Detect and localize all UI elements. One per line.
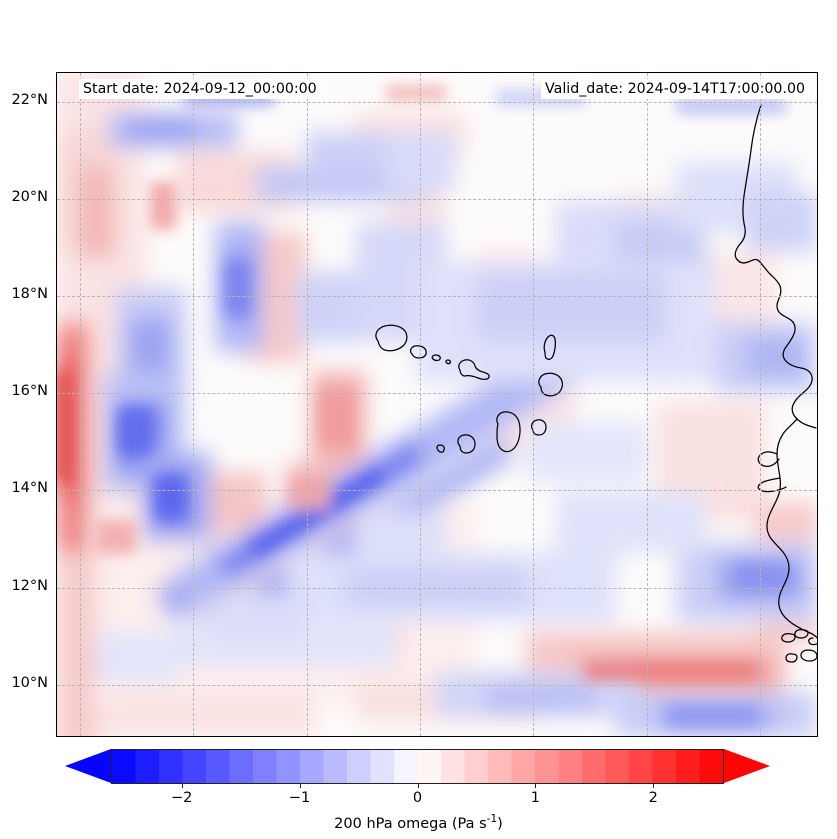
colorbar-tick-label-3: 1 [530,790,540,806]
colorbar-extend-max-arrow [724,749,770,783]
y-tick-label-1: 20°N [11,189,48,206]
omega-contourf [57,73,817,736]
colorbar-tick-label-0: −2 [171,790,193,806]
valid-date-annotation: Valid_date: 2024-09-14T17:00:00.00 [541,79,809,99]
map-axes[interactable]: Start date: 2024-09-12_00:00:00 Valid_da… [56,72,818,737]
y-tick-label-4: 14°N [11,480,48,497]
start-date-annotation: Start date: 2024-09-12_00:00:00 [79,79,321,99]
colorbar-tick-label-2: 0 [412,790,423,806]
y-tick-label-5: 12°N [11,577,48,594]
colorbar-tick-1 [299,784,301,788]
colorbar-tick-label-4: 2 [648,790,658,806]
colorbar-tick-2 [417,784,419,788]
y-tick-label-6: 10°N [11,674,48,691]
y-tick-label-0: 22°N [11,92,48,109]
colorbar-label: 200 hPa omega (Pa s-1) [334,813,503,832]
colorbar-tick-label-1: −1 [288,790,311,806]
colorbar-area: −2 −1 0 1 2 200 hPa omega (Pa s-1) [0,745,837,839]
colorbar-tick-3 [535,784,537,788]
colorbar-gradient [112,750,723,783]
y-tick-label-2: 18°N [11,286,48,303]
colorbar-extend-min-arrow [65,749,111,783]
colorbar-tick-4 [653,784,655,788]
colorbar-units-exponent: -1 [486,813,498,825]
colorbar-tick-0 [181,784,183,788]
y-tick-label-3: 16°N [11,383,48,400]
colorbar[interactable] [111,749,724,784]
omega-field [57,73,817,736]
